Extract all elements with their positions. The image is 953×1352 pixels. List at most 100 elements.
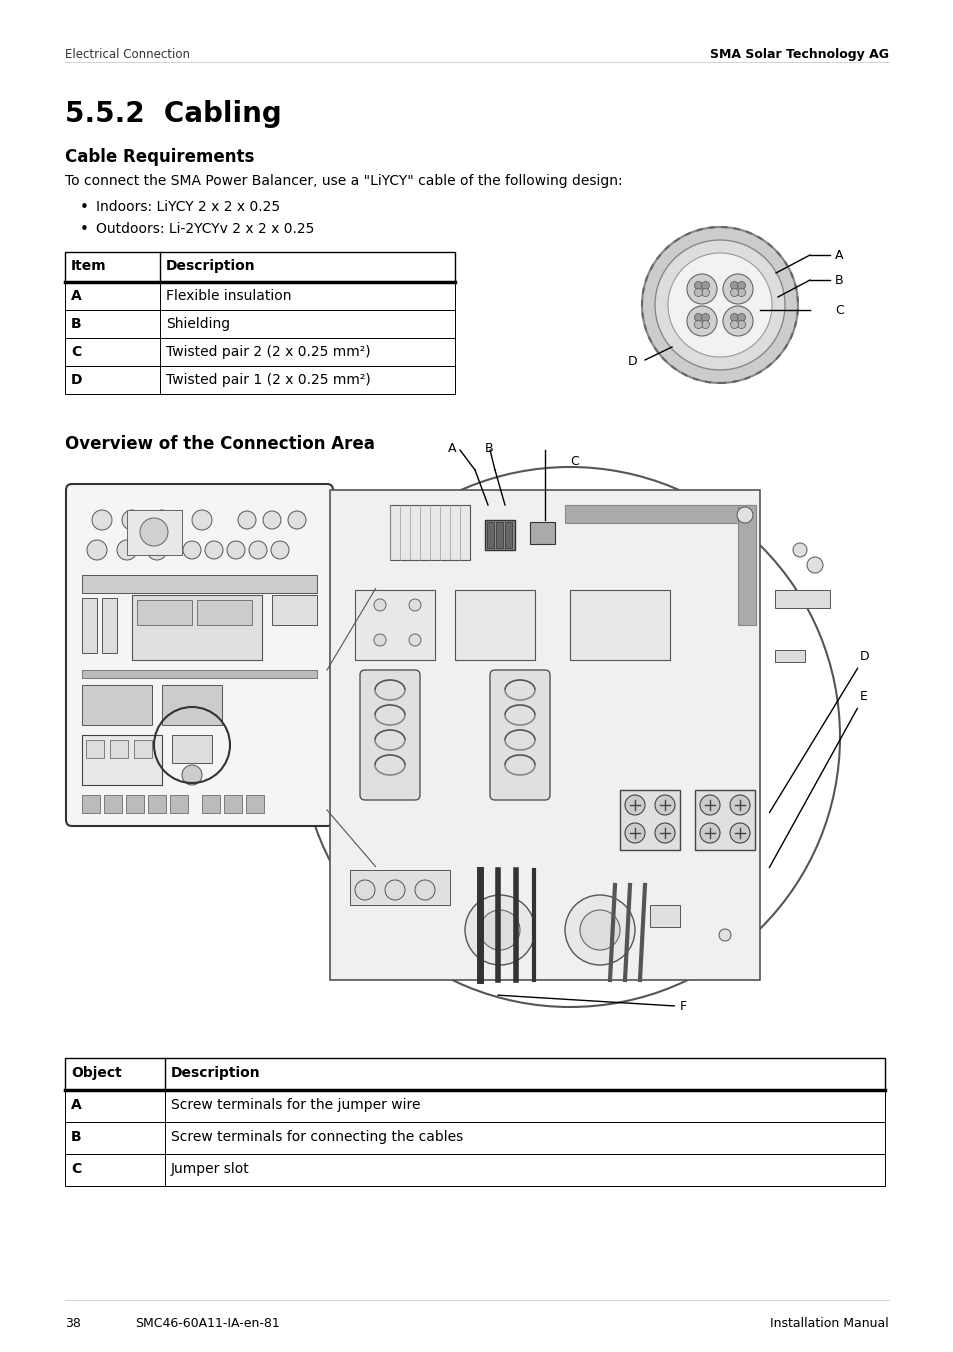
Bar xyxy=(137,600,192,625)
Circle shape xyxy=(737,507,752,523)
Circle shape xyxy=(624,823,644,844)
Bar xyxy=(82,795,100,813)
Circle shape xyxy=(686,274,717,304)
Circle shape xyxy=(792,544,806,557)
Circle shape xyxy=(737,320,744,329)
Text: D: D xyxy=(769,650,869,813)
Bar xyxy=(224,795,242,813)
Bar xyxy=(82,598,97,653)
Bar xyxy=(196,600,252,625)
Text: Cable Requirements: Cable Requirements xyxy=(65,147,254,166)
Bar xyxy=(272,595,316,625)
Circle shape xyxy=(700,823,720,844)
Circle shape xyxy=(694,288,701,296)
Circle shape xyxy=(700,314,709,322)
Text: Overview of the Connection Area: Overview of the Connection Area xyxy=(65,435,375,453)
Circle shape xyxy=(122,510,142,530)
Bar xyxy=(619,790,679,850)
Text: Jumper slot: Jumper slot xyxy=(171,1161,250,1176)
Circle shape xyxy=(479,910,519,950)
Bar xyxy=(202,795,220,813)
Bar xyxy=(65,1090,884,1122)
Text: •: • xyxy=(80,200,89,215)
Circle shape xyxy=(730,314,738,322)
Text: Installation Manual: Installation Manual xyxy=(769,1317,888,1330)
Circle shape xyxy=(192,510,212,530)
Bar xyxy=(148,795,166,813)
Bar xyxy=(695,790,754,850)
Bar xyxy=(65,283,455,310)
Bar xyxy=(82,671,316,677)
Bar xyxy=(496,522,502,548)
Circle shape xyxy=(737,314,744,322)
Text: SMA Solar Technology AG: SMA Solar Technology AG xyxy=(709,49,888,61)
Text: Indoors: LiYCY 2 x 2 x 0.25: Indoors: LiYCY 2 x 2 x 0.25 xyxy=(96,200,280,214)
Circle shape xyxy=(564,895,635,965)
Text: A: A xyxy=(71,289,82,303)
Circle shape xyxy=(237,511,255,529)
Bar xyxy=(133,740,152,758)
Circle shape xyxy=(729,823,749,844)
Circle shape xyxy=(182,765,202,786)
Circle shape xyxy=(147,539,167,560)
Text: Screw terminals for the jumper wire: Screw terminals for the jumper wire xyxy=(171,1098,420,1111)
Circle shape xyxy=(464,895,535,965)
Bar xyxy=(126,795,144,813)
FancyBboxPatch shape xyxy=(490,671,550,800)
Circle shape xyxy=(579,910,619,950)
Text: Item: Item xyxy=(71,260,107,273)
Bar xyxy=(569,589,669,660)
Bar xyxy=(65,251,455,283)
Bar xyxy=(530,522,555,544)
Bar xyxy=(390,506,470,560)
Bar xyxy=(774,650,804,662)
Text: 5.5.2  Cabling: 5.5.2 Cabling xyxy=(65,100,281,128)
Circle shape xyxy=(686,306,717,337)
Circle shape xyxy=(700,288,709,296)
Text: A: A xyxy=(71,1098,82,1111)
Circle shape xyxy=(227,541,245,558)
Circle shape xyxy=(730,288,738,296)
Circle shape xyxy=(288,511,306,529)
Circle shape xyxy=(641,227,797,383)
Text: B: B xyxy=(71,1130,82,1144)
Text: Description: Description xyxy=(171,1065,260,1080)
Text: •: • xyxy=(80,222,89,237)
Bar xyxy=(504,522,512,548)
Bar xyxy=(162,685,222,725)
Bar xyxy=(170,795,188,813)
Text: C: C xyxy=(71,1161,81,1176)
Circle shape xyxy=(374,634,386,646)
Circle shape xyxy=(737,281,744,289)
Bar xyxy=(564,506,754,523)
Bar xyxy=(82,575,316,594)
Bar xyxy=(132,595,262,660)
Bar xyxy=(172,735,212,763)
Bar xyxy=(246,795,264,813)
Text: C: C xyxy=(71,345,81,360)
Circle shape xyxy=(385,880,405,900)
Circle shape xyxy=(806,557,822,573)
Bar xyxy=(738,506,755,625)
Bar xyxy=(649,904,679,927)
Text: C: C xyxy=(569,456,578,468)
Circle shape xyxy=(655,795,675,815)
Text: Shielding: Shielding xyxy=(166,316,230,331)
Bar xyxy=(774,589,829,608)
Circle shape xyxy=(722,306,752,337)
Text: B: B xyxy=(71,316,82,331)
Circle shape xyxy=(409,634,420,646)
Text: Description: Description xyxy=(166,260,255,273)
Circle shape xyxy=(91,510,112,530)
Text: 38: 38 xyxy=(65,1317,81,1330)
Bar xyxy=(484,521,515,550)
Text: Twisted pair 2 (2 x 0.25 mm²): Twisted pair 2 (2 x 0.25 mm²) xyxy=(166,345,370,360)
Bar xyxy=(486,522,494,548)
Circle shape xyxy=(722,274,752,304)
Bar xyxy=(110,740,128,758)
Bar xyxy=(65,1122,884,1155)
Text: D: D xyxy=(71,373,82,387)
Bar xyxy=(455,589,535,660)
Text: E: E xyxy=(768,690,867,868)
Text: F: F xyxy=(497,995,686,1013)
